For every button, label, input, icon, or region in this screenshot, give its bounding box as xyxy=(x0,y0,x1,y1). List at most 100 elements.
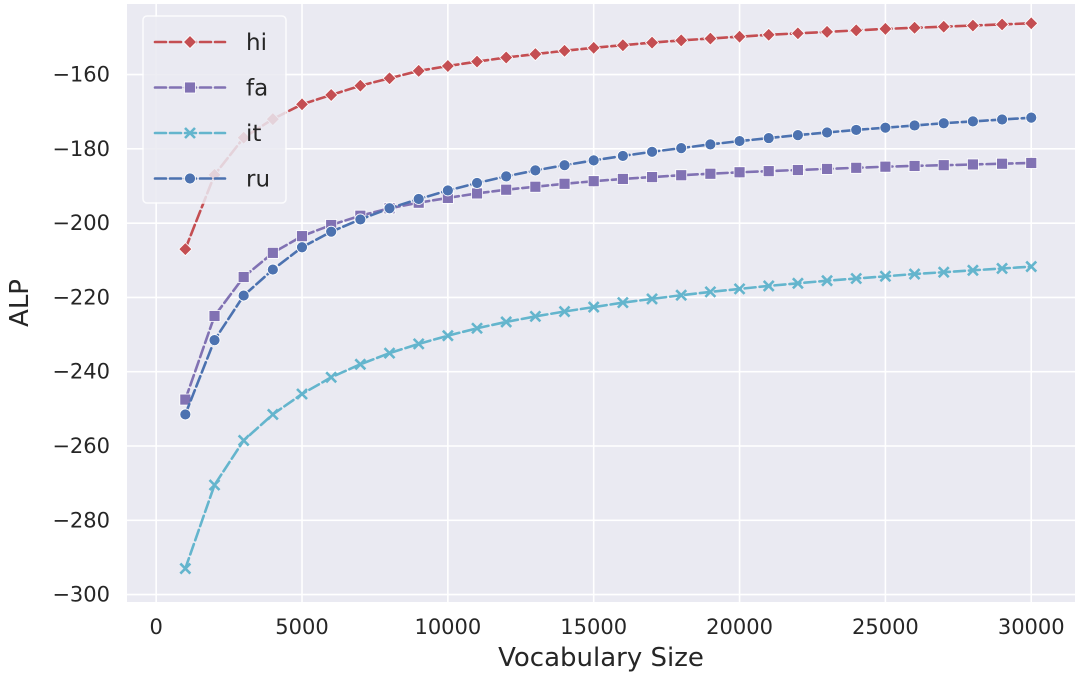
data-point-ru xyxy=(237,289,250,302)
legend-item-hi: hi xyxy=(153,30,267,56)
data-point-ru xyxy=(354,213,367,226)
data-point-ru xyxy=(558,159,571,172)
data-point-it xyxy=(383,347,396,360)
y-tick-label: −240 xyxy=(52,360,110,384)
legend-label-hi: hi xyxy=(246,30,267,56)
data-point-ru xyxy=(996,113,1008,126)
data-point-ru xyxy=(675,142,688,155)
data-point-fa xyxy=(908,160,921,172)
x-tick-label: 0 xyxy=(149,615,162,639)
data-point-fa xyxy=(704,167,717,180)
data-point-hi xyxy=(674,33,689,48)
data-point-hi xyxy=(499,50,514,65)
legend-item-ru: ru xyxy=(153,167,270,193)
legend-marker-hi xyxy=(182,34,198,50)
data-point-hi xyxy=(644,35,660,50)
data-point-hi xyxy=(440,58,455,74)
data-point-ru xyxy=(266,263,279,276)
data-point-it xyxy=(296,388,308,400)
data-point-hi xyxy=(1024,16,1039,31)
data-point-fa xyxy=(762,165,775,178)
y-tick-label: −180 xyxy=(52,137,110,161)
data-point-it xyxy=(266,408,279,421)
data-point-hi xyxy=(849,23,864,38)
data-point-fa xyxy=(967,158,979,171)
data-point-fa xyxy=(587,175,600,188)
data-point-ru xyxy=(937,117,950,130)
data-point-it xyxy=(325,371,338,384)
x-tick-label: 25000 xyxy=(852,615,919,639)
data-point-hi xyxy=(995,17,1010,32)
data-point-fa xyxy=(237,271,250,283)
series-line-it xyxy=(184,265,1033,570)
data-point-it xyxy=(996,262,1008,275)
legend-label-fa: fa xyxy=(246,76,268,102)
data-point-ru xyxy=(529,164,542,177)
data-point-it xyxy=(412,337,425,350)
data-point-hi xyxy=(615,38,630,53)
data-point-ru xyxy=(850,124,863,136)
x-tick-label: 5000 xyxy=(275,615,328,639)
data-point-it xyxy=(704,285,717,298)
grid-lines xyxy=(127,4,1075,602)
data-point-fa xyxy=(879,160,892,173)
data-point-fa xyxy=(646,171,658,183)
legend-item-fa: fa xyxy=(153,76,268,102)
x-axis-label: Vocabulary Size xyxy=(498,643,704,673)
data-point-ru xyxy=(733,135,746,147)
data-point-it xyxy=(237,434,250,447)
data-point-ru xyxy=(1025,111,1038,124)
data-point-hi xyxy=(965,18,980,33)
x-tick-label: 10000 xyxy=(414,615,481,639)
data-point-ru xyxy=(646,145,658,158)
data-point-it xyxy=(1025,260,1038,273)
data-point-it xyxy=(354,358,367,371)
data-point-hi xyxy=(382,71,397,86)
data-point-ru xyxy=(500,170,513,183)
data-point-hi xyxy=(528,47,543,62)
data-point-ru xyxy=(325,225,338,238)
data-point-hi xyxy=(557,43,572,58)
data-point-fa xyxy=(937,159,950,172)
data-point-hi xyxy=(819,24,835,39)
data-point-fa xyxy=(529,180,542,193)
data-point-ru xyxy=(471,177,483,189)
legend-marker-fa xyxy=(184,81,196,94)
data-point-it xyxy=(821,274,833,287)
data-point-it xyxy=(762,279,775,292)
data-point-it xyxy=(675,289,688,302)
data-point-fa xyxy=(1025,157,1038,169)
data-point-ru xyxy=(179,408,192,421)
y-tick-label: −300 xyxy=(52,583,110,607)
data-point-hi xyxy=(353,78,368,93)
data-point-it xyxy=(179,562,192,575)
data-point-hi xyxy=(790,26,805,41)
data-point-it xyxy=(966,264,979,277)
series-it xyxy=(179,260,1038,575)
data-point-it xyxy=(850,272,863,285)
legend-label-it: it xyxy=(246,121,261,147)
data-point-ru xyxy=(441,184,454,197)
data-point-ru xyxy=(967,115,979,128)
data-point-ru xyxy=(821,126,833,139)
legend-marker-it xyxy=(184,127,196,139)
data-point-it xyxy=(646,292,658,305)
x-tick-label: 20000 xyxy=(706,615,773,639)
data-point-it xyxy=(587,301,600,314)
data-point-it xyxy=(471,322,483,335)
data-point-fa xyxy=(266,246,279,259)
data-point-fa xyxy=(821,163,833,175)
data-point-ru xyxy=(412,193,425,205)
data-point-fa xyxy=(791,164,804,176)
data-point-fa xyxy=(471,187,483,200)
legend: hi fa it ru xyxy=(142,15,287,204)
y-tick-label: −160 xyxy=(52,63,110,87)
data-point-fa xyxy=(733,166,746,179)
data-point-it xyxy=(558,305,571,318)
data-point-ru xyxy=(791,129,804,142)
data-point-ru xyxy=(587,154,600,167)
data-point-hi xyxy=(586,40,601,55)
data-point-ru xyxy=(296,241,308,254)
data-point-it xyxy=(879,270,892,283)
